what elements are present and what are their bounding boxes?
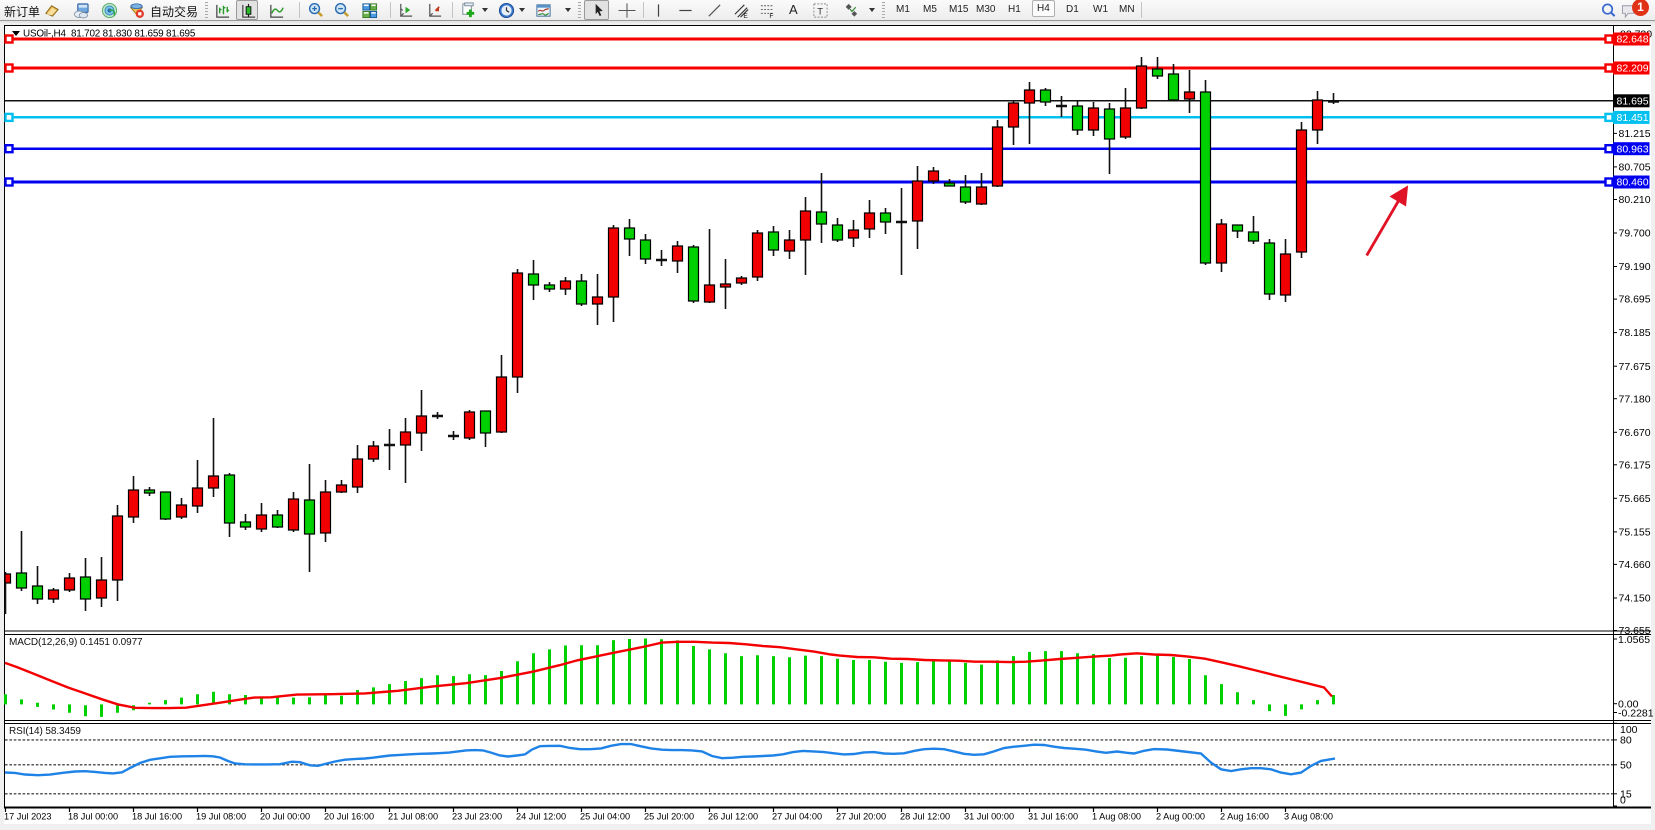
svg-text:F: F: [769, 13, 773, 19]
svg-text:31 Jul 00:00: 31 Jul 00:00: [964, 812, 1014, 822]
svg-text:80.705: 80.705: [1619, 162, 1651, 174]
svg-text:78.695: 78.695: [1619, 294, 1651, 306]
svg-text:27 Jul 04:00: 27 Jul 04:00: [772, 812, 822, 822]
svg-text:82.648: 82.648: [1617, 34, 1649, 46]
svg-text:28 Jul 12:00: 28 Jul 12:00: [900, 812, 950, 822]
svg-text:17 Jul 2023: 17 Jul 2023: [4, 812, 52, 822]
svg-text:80.460: 80.460: [1617, 177, 1649, 189]
svg-text:20 Jul 00:00: 20 Jul 00:00: [260, 812, 310, 822]
svg-text:26 Jul 12:00: 26 Jul 12:00: [708, 812, 758, 822]
svg-text:81.215: 81.215: [1619, 128, 1651, 140]
svg-text:21 Jul 08:00: 21 Jul 08:00: [388, 812, 438, 822]
svg-text:78.185: 78.185: [1619, 327, 1651, 339]
svg-text:73.655: 73.655: [1619, 625, 1651, 637]
svg-text:20 Jul 16:00: 20 Jul 16:00: [324, 812, 374, 822]
svg-text:0: 0: [1620, 794, 1626, 806]
svg-text:RSI(14) 58.3459: RSI(14) 58.3459: [9, 726, 81, 737]
svg-text:50: 50: [1620, 760, 1632, 772]
svg-text:74.150: 74.150: [1619, 593, 1651, 605]
svg-text:25 Jul 04:00: 25 Jul 04:00: [580, 812, 630, 822]
svg-text:2 Aug 16:00: 2 Aug 16:00: [1220, 812, 1269, 822]
svg-text:76.175: 76.175: [1619, 459, 1651, 471]
svg-text:19 Jul 08:00: 19 Jul 08:00: [196, 812, 246, 822]
svg-text:25 Jul 20:00: 25 Jul 20:00: [644, 812, 694, 822]
svg-text:T: T: [817, 6, 823, 17]
svg-text:75.665: 75.665: [1619, 493, 1651, 505]
svg-text:27 Jul 20:00: 27 Jul 20:00: [836, 812, 886, 822]
svg-text:E: E: [743, 13, 748, 19]
svg-text:31 Jul 16:00: 31 Jul 16:00: [1028, 812, 1078, 822]
svg-text:74.660: 74.660: [1619, 559, 1651, 571]
svg-text:1.0565: 1.0565: [1618, 634, 1650, 646]
svg-text:75.155: 75.155: [1619, 527, 1651, 539]
svg-text:80.210: 80.210: [1619, 194, 1651, 206]
svg-text:-0.2281: -0.2281: [1618, 707, 1654, 719]
svg-text:81.451: 81.451: [1617, 112, 1649, 124]
svg-text:0.00: 0.00: [1618, 699, 1639, 711]
svg-text:15: 15: [1620, 788, 1632, 800]
svg-text:80: 80: [1620, 735, 1632, 747]
svg-text:MACD(12,26,9) 0.1451 0.0977: MACD(12,26,9) 0.1451 0.0977: [9, 637, 143, 648]
svg-text:1 Aug 08:00: 1 Aug 08:00: [1092, 812, 1141, 822]
svg-text:76.670: 76.670: [1619, 427, 1651, 439]
svg-text:82.209: 82.209: [1617, 63, 1649, 75]
svg-text:18 Jul 00:00: 18 Jul 00:00: [68, 812, 118, 822]
svg-text:18 Jul 16:00: 18 Jul 16:00: [132, 812, 182, 822]
svg-text:77.180: 77.180: [1619, 393, 1651, 405]
svg-text:77.675: 77.675: [1619, 361, 1651, 373]
svg-text:USOil-,H4 81.702 81.830 81.65: USOil-,H4 81.702 81.830 81.659 81.695: [23, 29, 196, 40]
svg-text:100: 100: [1620, 724, 1638, 736]
svg-text:79.700: 79.700: [1619, 228, 1651, 240]
svg-text:23 Jul 23:00: 23 Jul 23:00: [452, 812, 502, 822]
svg-text:81.695: 81.695: [1617, 95, 1649, 107]
svg-text:2 Aug 00:00: 2 Aug 00:00: [1156, 812, 1205, 822]
svg-text:79.190: 79.190: [1619, 261, 1651, 273]
svg-text:3 Aug 08:00: 3 Aug 08:00: [1284, 812, 1333, 822]
svg-text:24 Jul 12:00: 24 Jul 12:00: [516, 812, 566, 822]
svg-text:80.963: 80.963: [1617, 143, 1649, 155]
